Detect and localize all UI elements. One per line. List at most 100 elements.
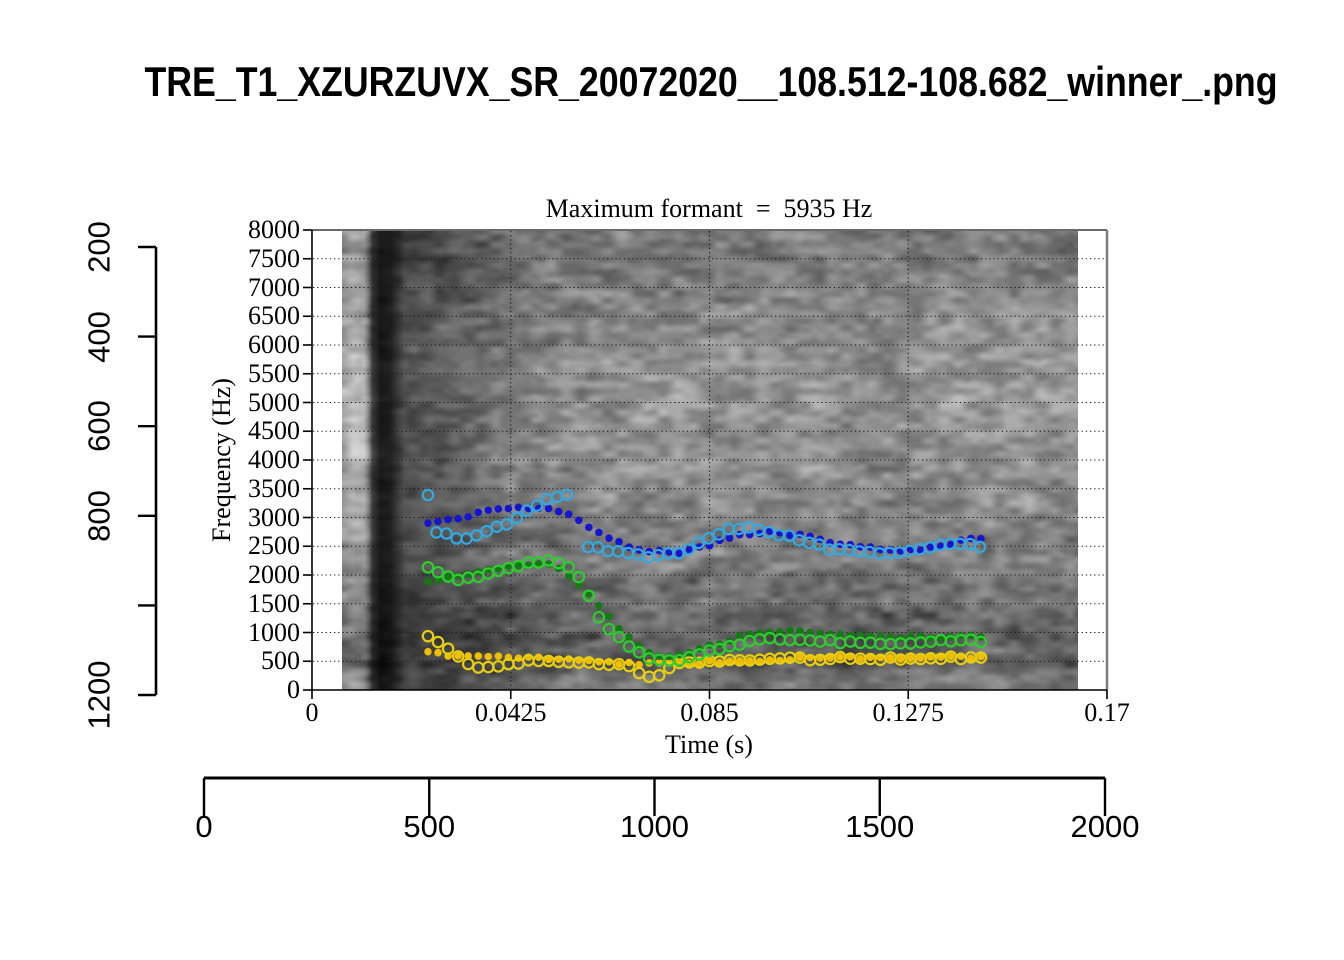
y-tick-label: 1000: [248, 617, 300, 647]
formant-dot: [786, 626, 794, 635]
formant-dot: [441, 642, 455, 656]
formant-dot: [530, 499, 544, 512]
page-title: TRE_T1_XZURZUVX_SR_20072020__108.512-108…: [144, 58, 1278, 105]
formant-dot: [715, 659, 724, 667]
formant-dot: [615, 537, 623, 546]
formant-dot: [854, 636, 867, 650]
formant-dot: [500, 518, 514, 531]
formant-dot: [504, 504, 513, 513]
formant-dot: [926, 543, 935, 551]
formant-dot: [973, 540, 987, 554]
formant-dot: [421, 488, 435, 502]
formant-dot: [444, 573, 452, 581]
formant-dot: [554, 507, 563, 516]
formant-dot: [816, 654, 824, 662]
formant-dot: [833, 636, 847, 650]
formant-dot: [672, 546, 685, 560]
formant-dot: [464, 652, 472, 660]
formant-dot: [766, 527, 774, 535]
formant-dot: [484, 506, 493, 515]
formant-dot: [652, 669, 666, 682]
formant-dot: [705, 657, 714, 665]
y-tick-label: 0: [287, 675, 300, 704]
formant-dot: [906, 654, 915, 663]
formant-dot: [735, 632, 744, 640]
formant-dot: [782, 529, 796, 543]
outer-bottom-tick-label: 500: [403, 809, 456, 844]
formant-dot: [876, 631, 885, 640]
formant-dot: [916, 546, 925, 555]
x-tick-label: 0.17: [1084, 698, 1130, 727]
formant-dot: [421, 629, 435, 643]
formant-dot: [484, 652, 493, 661]
formant-dot: [474, 652, 483, 660]
formant-dot: [974, 635, 988, 649]
formant-dot: [896, 655, 905, 663]
y-tick-label: 5500: [248, 358, 300, 388]
formant-dot: [544, 504, 553, 513]
formant-dot: [926, 653, 935, 661]
formant-dot: [605, 534, 613, 543]
formant-dot: [836, 630, 845, 639]
y-tick-label: 3000: [248, 502, 300, 532]
formant-dot: [601, 544, 615, 558]
formant-dot: [595, 602, 603, 610]
formant-dot: [974, 651, 988, 664]
formant-dot: [595, 528, 603, 537]
formant-dot: [977, 652, 985, 661]
y-tick-label: 4500: [248, 416, 300, 446]
formant-dot: [722, 522, 735, 536]
formant-dot: [836, 652, 845, 661]
formant-dot: [725, 657, 734, 666]
formant-dot: [662, 661, 676, 675]
formant-dot: [745, 657, 754, 665]
formant-dot: [434, 517, 442, 526]
formant-dot: [733, 638, 746, 652]
formant-dot: [635, 660, 643, 669]
formant-dot: [702, 532, 715, 545]
formant-dot: [916, 654, 925, 662]
x-tick-label: 0.1275: [872, 698, 945, 727]
outer-bottom-tick-label: 1500: [845, 809, 915, 844]
outer-left-tick-label: 1200: [81, 660, 117, 730]
formant-dot: [813, 635, 827, 648]
formant-dot: [611, 545, 625, 558]
formant-dot: [534, 559, 543, 568]
outer-left-tick-label: 400: [81, 310, 117, 363]
formant-dot: [712, 528, 725, 541]
formant-dot: [494, 652, 503, 660]
formant-dot: [544, 655, 553, 664]
formant-dot: [695, 659, 704, 668]
formant-dot: [947, 652, 955, 661]
formant-dot: [773, 633, 787, 646]
formant-dot: [464, 513, 472, 521]
y-tick-label: 7000: [248, 272, 300, 302]
formant-dot: [592, 610, 606, 624]
formant-dot: [444, 515, 452, 524]
formant-dot: [685, 546, 694, 554]
formant-dot: [540, 492, 554, 506]
formant-dot: [967, 654, 975, 663]
formant-dot: [560, 488, 574, 502]
formant-dot: [856, 654, 865, 663]
formant-dot: [793, 633, 807, 647]
outer-bottom-tick-label: 1000: [620, 809, 689, 844]
formant-dot: [602, 622, 616, 636]
formant-dot: [816, 629, 824, 637]
formant-dot: [796, 653, 804, 662]
formant-dot: [562, 560, 576, 574]
formant-dot: [550, 490, 564, 504]
formant-dot: [440, 527, 453, 540]
y-tick-label: 4000: [248, 445, 300, 474]
formant-dot: [605, 612, 613, 621]
formant-dot: [514, 503, 523, 512]
formant-dot: [490, 520, 504, 533]
y-tick-label: 8000: [248, 215, 300, 244]
formant-dot: [615, 660, 623, 668]
formant-dot: [581, 540, 595, 554]
formant-dot: [431, 565, 445, 579]
formant-dot: [803, 634, 817, 647]
formant-dot: [430, 526, 443, 539]
formant-dot: [826, 654, 834, 662]
